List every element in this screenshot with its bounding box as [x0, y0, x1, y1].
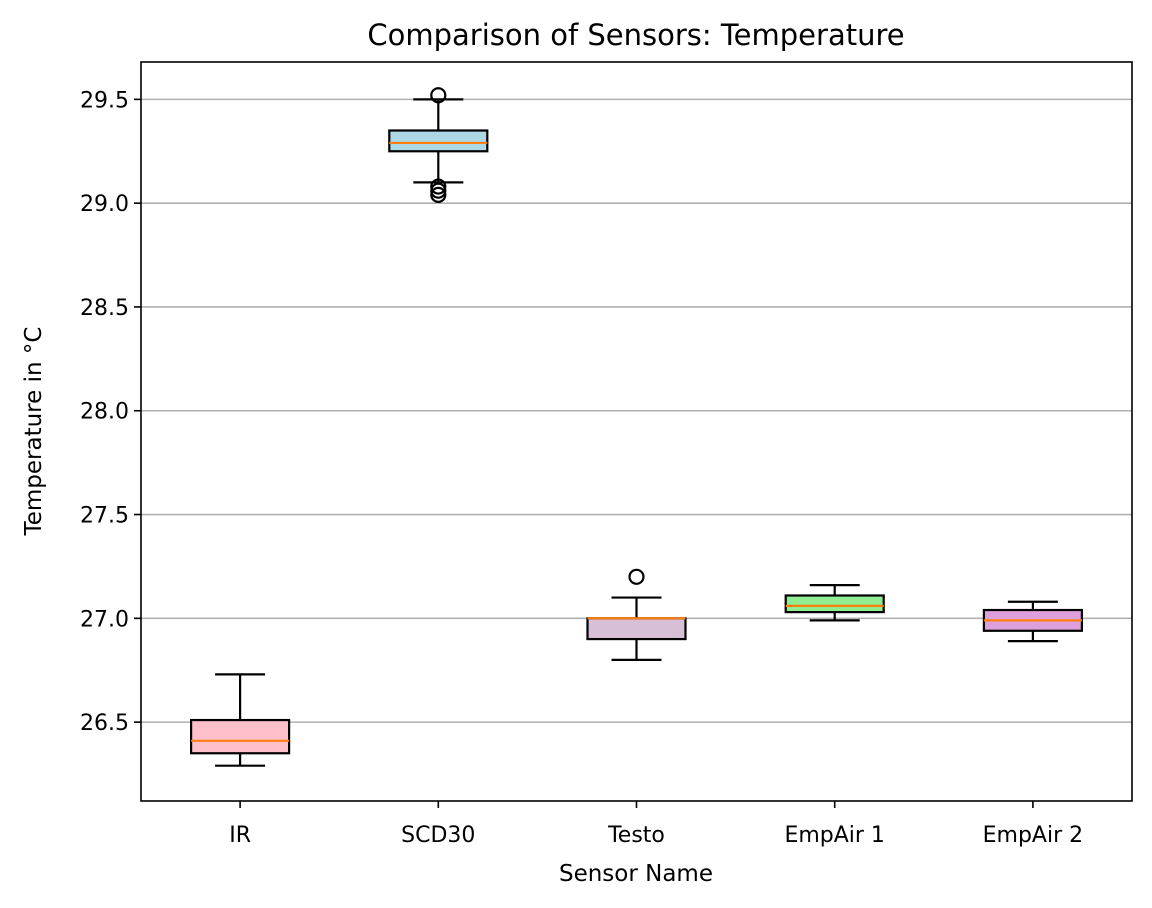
outlier-point [430, 178, 447, 195]
x-tick-label: EmpAir 1 [784, 823, 885, 848]
box-body [784, 594, 885, 614]
x-tick-label: SCD30 [401, 823, 475, 848]
y-tick-label: 27.5 [80, 504, 129, 529]
gridlines [141, 98, 1132, 723]
x-tick-label: IR [229, 823, 251, 848]
y-tick-label: 28.0 [80, 400, 129, 425]
box-body [586, 617, 687, 641]
chart-title: Comparison of Sensors: Temperature [367, 18, 904, 52]
y-tick-label: 26.5 [80, 711, 129, 736]
x-tick-label: EmpAir 2 [983, 823, 1084, 848]
y-tick-label: 27.0 [80, 607, 129, 632]
y-tick-label: 29.5 [80, 88, 129, 113]
y-axis-label: Temperature in °C [21, 327, 47, 537]
outlier-point [430, 186, 447, 203]
outlier-point [430, 87, 447, 104]
boxes [190, 87, 1084, 767]
box-testo [586, 568, 687, 661]
outlier-point [628, 568, 645, 585]
box-empair-2 [982, 600, 1084, 643]
outlier-point [430, 182, 447, 199]
x-axis: IR SCD30 Testo EmpAir 1 EmpAir 2 [229, 801, 1083, 848]
box-body [388, 129, 489, 153]
y-axis: 26.5 27.0 27.5 28.0 28.5 29.0 29.5 [80, 88, 141, 736]
y-tick-label: 28.5 [80, 296, 129, 321]
box-empair-1 [784, 584, 885, 622]
y-tick-label: 29.0 [80, 192, 129, 217]
plot-frame [140, 61, 1133, 802]
x-tick-label: Testo [607, 823, 665, 848]
box-scd30 [388, 87, 489, 203]
x-axis-label: Sensor Name [559, 861, 713, 887]
box-body [190, 718, 291, 755]
box-ir [190, 673, 291, 767]
